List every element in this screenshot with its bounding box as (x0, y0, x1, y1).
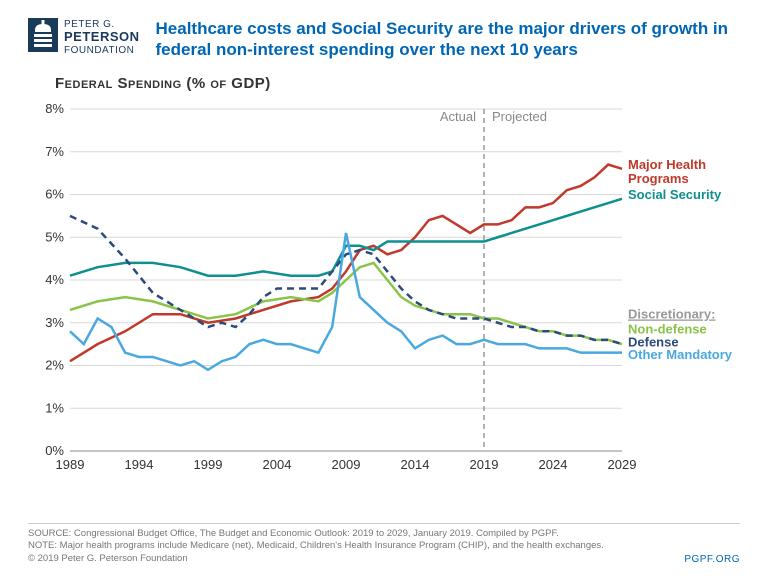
source-text: SOURCE: Congressional Budget Office, The… (28, 528, 740, 541)
legend-health: Major Health (628, 156, 706, 171)
svg-text:1989: 1989 (56, 457, 85, 472)
footer: SOURCE: Congressional Budget Office, The… (28, 523, 740, 566)
svg-text:2024: 2024 (539, 457, 568, 472)
logo-icon (28, 18, 58, 57)
legend-header: Discretionary: (628, 306, 715, 321)
svg-text:8%: 8% (45, 101, 64, 116)
legend-othermand: Other Mandatory (628, 347, 733, 362)
svg-text:Actual: Actual (440, 109, 476, 124)
logo-text: PETER G. PETERSON FOUNDATION (64, 19, 140, 55)
svg-text:Projected: Projected (492, 109, 547, 124)
logo-line3: FOUNDATION (64, 45, 140, 56)
chart-subtitle: Federal Spending (% of GDP) (55, 75, 271, 92)
svg-text:1994: 1994 (125, 457, 154, 472)
copyright-text: © 2019 Peter G. Peterson Foundation (28, 553, 740, 566)
svg-text:3%: 3% (45, 314, 64, 329)
footer-divider (28, 523, 740, 524)
org-url: PGPF.ORG (684, 553, 740, 567)
svg-text:2009: 2009 (332, 457, 361, 472)
page-title: Healthcare costs and Social Security are… (156, 18, 740, 61)
subtitle-row: Federal Spending (% of GDP) (0, 69, 768, 93)
svg-text:0%: 0% (45, 443, 64, 458)
svg-text:1%: 1% (45, 400, 64, 415)
svg-text:4%: 4% (45, 272, 64, 287)
svg-text:7%: 7% (45, 143, 64, 158)
series-nondef (70, 262, 622, 343)
logo-line2: PETERSON (64, 30, 140, 44)
header: PETER G. PETERSON FOUNDATION Healthcare … (0, 0, 768, 69)
line-chart: 0% 1% 2% 3% 4% 5% 6% 7% 8% 1989 1994 1999 2004 2009 20… (28, 99, 740, 479)
logo: PETER G. PETERSON FOUNDATION (28, 18, 140, 57)
svg-text:6%: 6% (45, 186, 64, 201)
svg-text:2%: 2% (45, 357, 64, 372)
svg-text:2004: 2004 (263, 457, 292, 472)
svg-text:1999: 1999 (194, 457, 223, 472)
svg-text:2019: 2019 (470, 457, 499, 472)
legend-socsec: Social Security (628, 186, 722, 201)
svg-text:5%: 5% (45, 229, 64, 244)
svg-text:2029: 2029 (608, 457, 637, 472)
chart-container: 0% 1% 2% 3% 4% 5% 6% 7% 8% 1989 1994 1999 2004 2009 20… (28, 99, 740, 479)
note-text: NOTE: Major health programs include Medi… (28, 540, 740, 553)
svg-text:2014: 2014 (401, 457, 430, 472)
legend-health: Programs (628, 170, 689, 185)
